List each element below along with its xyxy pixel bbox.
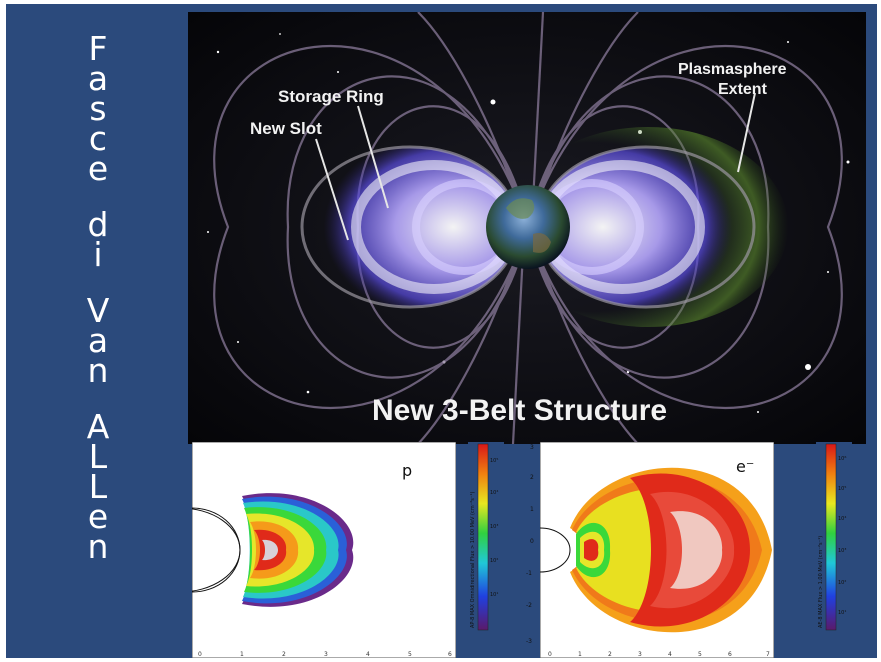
title-letter: e: [87, 149, 109, 188]
svg-text:0: 0: [548, 651, 552, 658]
title-letter: s: [89, 89, 107, 128]
title-letter: L: [88, 467, 108, 506]
title-letter: A: [86, 407, 110, 446]
svg-text:6: 6: [728, 651, 732, 658]
proton-flux-contours: [242, 493, 354, 607]
title-letter: c: [88, 119, 108, 158]
svg-text:5: 5: [698, 651, 702, 658]
svg-text:10⁴: 10⁴: [490, 490, 498, 496]
electron-belt-plot: 0 1 2 3 4 5 6 7 e⁻: [540, 442, 774, 658]
proton-colorbar-title: AP-8 MAX Omnidirectional Flux > 10.00 Me…: [470, 492, 476, 628]
storage-ring-label: Storage Ring: [278, 87, 384, 106]
proton-belt-plot: 1 0 -1 -2 0 1 2 3 4 5 6 p: [192, 442, 456, 658]
svg-text:1: 1: [240, 651, 244, 658]
svg-text:4: 4: [668, 651, 672, 658]
svg-text:2: 2: [282, 651, 286, 658]
svg-text:10¹: 10¹: [838, 610, 846, 616]
title-letter: i: [93, 235, 103, 274]
title-letter: a: [87, 59, 109, 98]
svg-text:10³: 10³: [838, 548, 846, 554]
svg-text:10⁵: 10⁵: [838, 486, 846, 492]
svg-text:6: 6: [448, 651, 452, 658]
svg-text:7: 7: [766, 651, 770, 658]
plasmasphere-label: Plasmasphere: [678, 61, 787, 78]
image-caption: New 3-Belt Structure: [372, 394, 667, 427]
electron-colorbar: AE-8 MAX Flux > 1.00 MeV (cm⁻²s⁻¹) 10⁶ 1…: [816, 442, 852, 632]
plasmasphere-extent-label: Extent: [718, 81, 768, 98]
svg-text:10²: 10²: [838, 580, 846, 586]
proton-panel-label: p: [402, 461, 412, 480]
van-allen-belt-illustration: Storage Ring New Slot Plasmasphere Exten…: [188, 12, 866, 444]
svg-text:10⁴: 10⁴: [838, 516, 846, 522]
svg-text:1: 1: [578, 651, 582, 658]
svg-text:2: 2: [608, 651, 612, 658]
title-letter: a: [87, 321, 109, 360]
electron-flux-contours: [570, 467, 772, 633]
title-letter: F: [88, 29, 108, 68]
title-letter: n: [87, 351, 109, 390]
proton-colorbar: AP-8 MAX Omnidirectional Flux > 10.00 Me…: [468, 442, 504, 632]
title-letter: V: [86, 291, 110, 330]
svg-text:3: 3: [638, 651, 642, 658]
title-letter: L: [88, 437, 108, 476]
earth-globe: [486, 185, 570, 269]
electron-panel-label: e⁻: [736, 457, 754, 476]
new-slot-label: New Slot: [250, 119, 322, 138]
svg-text:10²: 10²: [490, 558, 498, 564]
svg-text:10¹: 10¹: [490, 592, 498, 598]
title-letter: e: [87, 497, 109, 536]
electron-colorbar-title: AE-8 MAX Flux > 1.00 MeV (cm⁻²s⁻¹): [818, 536, 824, 628]
svg-text:5: 5: [408, 651, 412, 658]
electron-x-ticks: 0 1 2 3 4 5 6 7: [548, 651, 770, 658]
proton-x-ticks: 0 1 2 3 4 5 6: [198, 651, 452, 658]
title-letter: n: [87, 527, 109, 566]
electron-y-ticks: 3 2 1 0 -1 -2 -3: [526, 444, 534, 645]
svg-text:0: 0: [198, 651, 202, 658]
svg-text:10⁶: 10⁶: [838, 456, 846, 462]
svg-text:10⁵: 10⁵: [490, 458, 498, 464]
svg-text:4: 4: [366, 651, 370, 658]
svg-text:10³: 10³: [490, 524, 498, 530]
title-letter: d: [87, 205, 109, 244]
svg-text:3: 3: [324, 651, 328, 658]
